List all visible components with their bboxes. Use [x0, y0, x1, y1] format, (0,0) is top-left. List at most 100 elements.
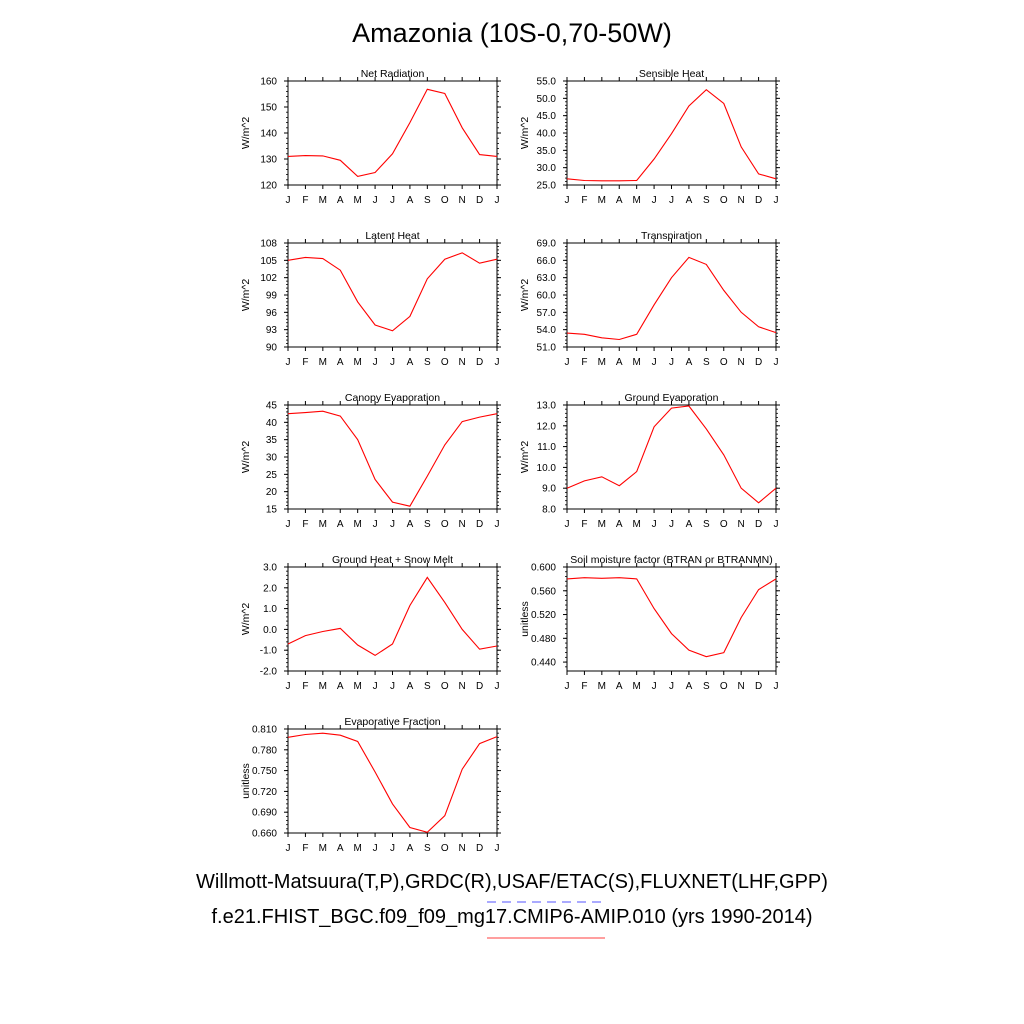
x-tick-label: A — [616, 681, 623, 692]
x-tick-label: J — [286, 843, 291, 854]
x-tick-label: J — [390, 843, 395, 854]
x-tick-label: S — [703, 681, 710, 692]
panel-title: Ground Evaporation — [625, 392, 719, 404]
x-tick-label: J — [373, 519, 378, 530]
y-tick-label: 12.0 — [537, 421, 557, 432]
x-tick-label: A — [616, 357, 623, 368]
y-tick-label: 90 — [266, 343, 278, 354]
y-tick-label: 0.780 — [252, 745, 277, 756]
x-tick-label: A — [407, 681, 414, 692]
panel-2: Sensible Heat W/m^2 25.0 30.0 35.0 40.0 45.0 50… — [519, 68, 780, 206]
panel-title: Evaporative Fraction — [344, 716, 440, 728]
x-tick-label: M — [319, 681, 327, 692]
series-line — [287, 410, 498, 507]
x-tick-label: J — [390, 519, 395, 530]
x-tick-label: N — [459, 519, 466, 530]
x-tick-label: F — [302, 843, 308, 854]
x-tick-label: A — [407, 357, 414, 368]
y-tick-label: 15 — [266, 505, 278, 516]
x-tick-label: M — [632, 519, 640, 530]
y-tick-label: 160 — [260, 77, 277, 88]
x-tick-label: F — [581, 681, 587, 692]
x-tick-label: J — [669, 681, 674, 692]
y-tick-label: 30 — [266, 453, 278, 464]
x-tick-label: N — [459, 843, 466, 854]
footer-data-sources: Willmott-Matsuura(T,P),GRDC(R),USAF/ETAC… — [196, 871, 828, 893]
x-tick-label: D — [476, 681, 483, 692]
footer-case-name: f.e21.FHIST_BGC.f09_f09_mg17.CMIP6-AMIP.… — [211, 906, 813, 928]
y-tick-label: 51.0 — [537, 343, 557, 354]
y-tick-label: 57.0 — [537, 308, 557, 319]
y-tick-label: 8.0 — [542, 505, 556, 516]
x-tick-label: J — [286, 681, 291, 692]
y-axis-label: W/m^2 — [519, 279, 531, 312]
y-tick-label: 63.0 — [537, 273, 557, 284]
x-tick-label: A — [337, 519, 344, 530]
x-tick-label: F — [302, 519, 308, 530]
x-tick-label: O — [441, 357, 449, 368]
x-tick-label: A — [686, 357, 693, 368]
x-tick-label: J — [373, 843, 378, 854]
x-tick-label: O — [441, 843, 449, 854]
x-tick-label: D — [755, 519, 762, 530]
x-tick-label: J — [495, 519, 500, 530]
x-tick-label: N — [459, 357, 466, 368]
panel-title: Net Radiation — [361, 68, 425, 80]
x-tick-label: J — [774, 357, 779, 368]
y-tick-label: 2.0 — [263, 583, 277, 594]
y-tick-label: 130 — [260, 155, 277, 166]
y-tick-label: 50.0 — [537, 94, 557, 105]
x-tick-label: D — [476, 519, 483, 530]
x-tick-label: M — [632, 357, 640, 368]
y-tick-label: 0.720 — [252, 787, 277, 798]
y-tick-label: 30.0 — [537, 163, 557, 174]
x-tick-label: D — [755, 195, 762, 206]
x-tick-label: J — [669, 195, 674, 206]
y-tick-label: 40 — [266, 418, 278, 429]
x-tick-label: S — [703, 519, 710, 530]
y-tick-label: 10.0 — [537, 463, 557, 474]
y-tick-label: 140 — [260, 129, 277, 140]
panel-title: Latent Heat — [365, 230, 419, 242]
x-tick-label: J — [565, 519, 570, 530]
y-tick-label: 20 — [266, 487, 278, 498]
y-tick-label: 9.0 — [542, 484, 556, 495]
y-tick-label: 54.0 — [537, 325, 557, 336]
x-tick-label: J — [774, 681, 779, 692]
panel-6: Ground Evaporation W/m^2 8.0 9.0 10.0 11.0 12.… — [519, 392, 780, 530]
y-tick-label: -2.0 — [260, 667, 278, 678]
y-tick-label: 60.0 — [537, 291, 557, 302]
y-axis-label: W/m^2 — [240, 603, 252, 636]
x-tick-label: J — [774, 519, 779, 530]
x-tick-label: A — [407, 195, 414, 206]
y-tick-label: 99 — [266, 291, 278, 302]
x-tick-label: J — [565, 681, 570, 692]
panel-title: Transpiration — [641, 230, 702, 242]
y-axis-label: W/m^2 — [240, 441, 252, 474]
y-tick-label: 0.660 — [252, 829, 277, 840]
y-tick-label: 66.0 — [537, 256, 557, 267]
x-tick-label: O — [720, 357, 728, 368]
y-tick-label: 40.0 — [537, 129, 557, 140]
x-tick-label: F — [581, 195, 587, 206]
y-tick-label: 0.600 — [531, 563, 556, 574]
x-tick-label: M — [598, 519, 606, 530]
y-tick-label: 0.520 — [531, 610, 556, 621]
y-tick-label: 0.480 — [531, 634, 556, 645]
y-tick-label: 35 — [266, 435, 278, 446]
y-tick-label: 93 — [266, 325, 278, 336]
y-tick-label: 25 — [266, 470, 278, 481]
x-tick-label: A — [337, 843, 344, 854]
y-tick-label: 69.0 — [537, 239, 557, 250]
x-tick-label: M — [353, 519, 361, 530]
x-tick-label: M — [353, 195, 361, 206]
x-tick-label: D — [476, 357, 483, 368]
x-tick-label: N — [738, 681, 745, 692]
x-tick-label: F — [581, 357, 587, 368]
x-tick-label: M — [319, 195, 327, 206]
x-tick-label: J — [565, 357, 570, 368]
x-tick-label: O — [720, 195, 728, 206]
y-tick-label: 0.690 — [252, 808, 277, 819]
